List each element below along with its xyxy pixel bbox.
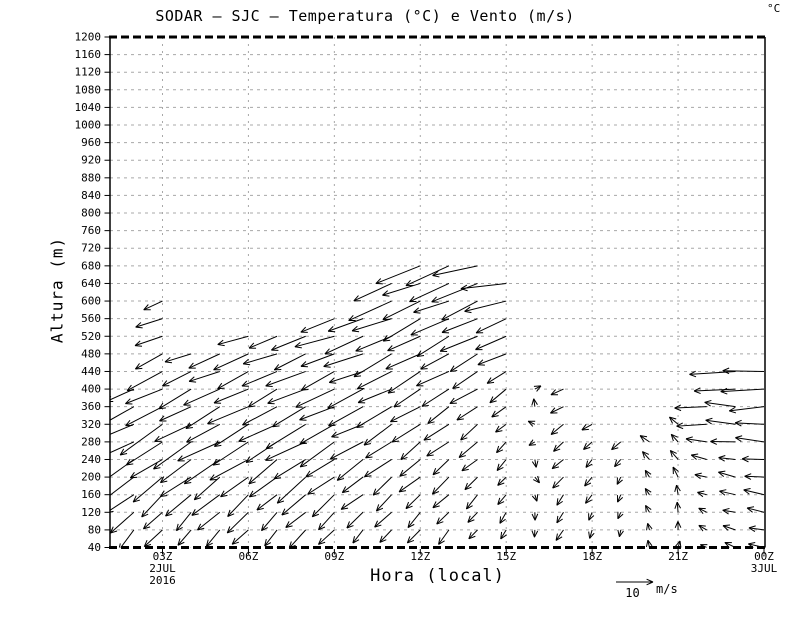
y-tick-label: 240 xyxy=(81,453,101,466)
y-tick-label: 440 xyxy=(81,365,101,378)
wind-column-12Z xyxy=(375,265,421,548)
y-tick-label: 400 xyxy=(81,383,101,396)
wind-column-14Z xyxy=(431,265,478,548)
y-tick-label: 600 xyxy=(81,295,101,308)
reference-arrow: 10 m/s xyxy=(616,578,678,600)
y-tick-label: 200 xyxy=(81,471,101,484)
y-tick-label: 920 xyxy=(81,154,101,167)
x-tick-label: 09Z xyxy=(324,550,344,563)
x-tick-label: 15Z xyxy=(496,550,516,563)
y-tick-label: 1200 xyxy=(75,31,102,44)
date-label: 2JUL xyxy=(149,562,176,575)
x-tick-label: 18Z xyxy=(582,550,602,563)
wind-column-21Z xyxy=(669,416,682,548)
wind-vectors xyxy=(110,265,765,548)
y-tick-label: 520 xyxy=(81,330,101,343)
y-tick-label: 760 xyxy=(81,224,101,237)
y-tick-label: 720 xyxy=(81,242,101,255)
y-tick-label: 680 xyxy=(81,259,101,272)
y-tick-label: 840 xyxy=(81,189,101,202)
x-tick-label: 00Z xyxy=(754,550,774,563)
x-tick-label: 21Z xyxy=(668,550,688,563)
date-label: 2016 xyxy=(149,574,176,587)
reference-arrow-unit: m/s xyxy=(656,582,678,596)
x-tick-label: 12Z xyxy=(410,550,430,563)
y-tick-label: 120 xyxy=(81,506,101,519)
y-tick-label: 320 xyxy=(81,418,101,431)
date-label: 3JUL xyxy=(751,562,778,575)
wind-column-08Z xyxy=(265,335,307,548)
y-tick-label: 1120 xyxy=(75,66,102,79)
wind-column-03Z xyxy=(119,300,163,548)
wind-column-05Z xyxy=(177,353,221,548)
wind-column-22Z xyxy=(674,404,708,548)
wind-column-02Z xyxy=(110,388,135,548)
plot-border xyxy=(109,35,766,549)
y-tick-label: 1080 xyxy=(75,83,102,96)
y-tick-label: 640 xyxy=(81,277,101,290)
wind-column-13Z xyxy=(405,265,450,548)
reference-arrow-value: 10 xyxy=(625,586,639,600)
temperature-unit-label: °C xyxy=(767,2,781,15)
wind-column-16Z xyxy=(527,385,542,548)
y-tick-label: 480 xyxy=(81,347,101,360)
wind-column-00Z xyxy=(720,367,765,548)
y-tick-label: 1000 xyxy=(75,119,102,132)
y-tick-label: 80 xyxy=(88,523,101,536)
wind-column-20Z xyxy=(639,435,653,548)
wind-column-11Z xyxy=(348,282,393,548)
y-tick-label: 40 xyxy=(88,541,101,554)
wind-column-07Z xyxy=(238,335,278,548)
wind-column-23Z xyxy=(689,370,736,548)
y-tick-label: 360 xyxy=(81,400,101,413)
wind-column-18Z xyxy=(581,423,595,548)
y-tick-label: 880 xyxy=(81,171,101,184)
wind-column-09Z xyxy=(294,318,335,548)
y-tick-label: 560 xyxy=(81,312,101,325)
grid-lines xyxy=(110,37,765,548)
wind-column-06Z xyxy=(207,335,249,548)
chart-title: SODAR – SJC – Temperatura (°C) e Vento (… xyxy=(155,7,575,25)
y-tick-label: 800 xyxy=(81,207,101,220)
wind-column-17Z xyxy=(550,388,564,548)
y-tick-label: 1160 xyxy=(75,48,102,61)
wind-column-19Z xyxy=(611,441,624,548)
y-tick-label: 280 xyxy=(81,435,101,448)
y-tick-labels: 40 80 120 160 200 240 280 320 360 400 440 480 520 560… xyxy=(75,31,110,554)
wind-column-04Z xyxy=(153,353,192,548)
x-axis-title: Hora (local) xyxy=(370,566,505,586)
y-tick-label: 960 xyxy=(81,136,101,149)
y-tick-label: 160 xyxy=(81,488,101,501)
x-tick-label: 03Z xyxy=(153,550,173,563)
y-tick-label: 1040 xyxy=(75,101,102,114)
x-tick-label: 06Z xyxy=(238,550,258,563)
wind-column-10Z xyxy=(323,318,364,548)
wind-column-15Z xyxy=(460,282,507,548)
